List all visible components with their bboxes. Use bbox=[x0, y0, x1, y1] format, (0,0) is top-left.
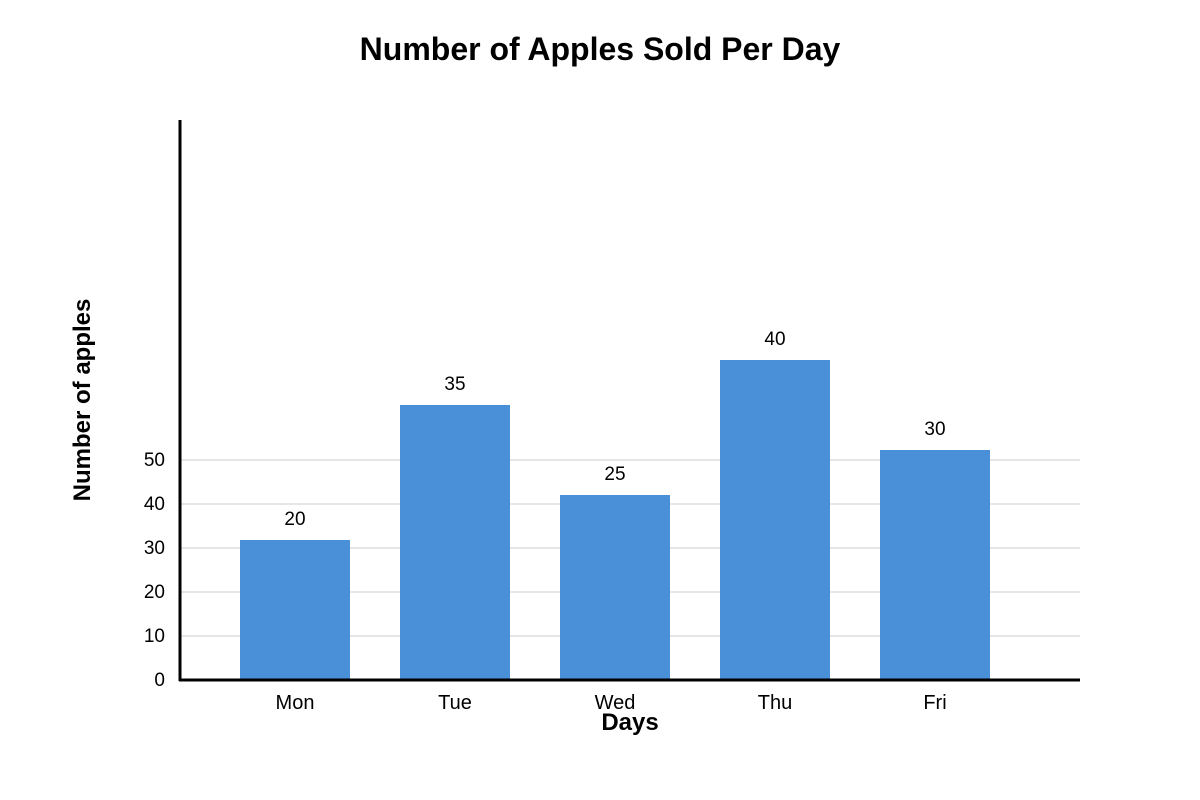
x-category-label: Mon bbox=[276, 692, 315, 714]
bar-value-label: 40 bbox=[764, 329, 785, 350]
bar bbox=[240, 540, 350, 680]
x-category-label: Thu bbox=[758, 692, 792, 714]
y-tick-label: 0 bbox=[154, 670, 165, 691]
x-category-label: Fri bbox=[923, 692, 946, 714]
chart-title: Number of Apples Sold Per Day bbox=[360, 31, 841, 67]
bar-value-label: 30 bbox=[924, 419, 945, 440]
bars bbox=[240, 360, 990, 680]
y-tick-label: 20 bbox=[144, 582, 165, 603]
bar bbox=[720, 360, 830, 680]
y-tick-label: 10 bbox=[144, 626, 165, 647]
x-axis-title: Days bbox=[601, 709, 658, 736]
x-category-label: Wed bbox=[595, 692, 636, 714]
data-labels: 20 35 25 40 30 bbox=[284, 329, 945, 530]
y-axis-ticks: 0 10 20 30 40 50 bbox=[144, 450, 165, 691]
bar bbox=[560, 495, 670, 680]
y-axis-title: Number of apples bbox=[69, 299, 96, 502]
bar bbox=[880, 450, 990, 680]
x-axis-categories: Mon Tue Wed Thu Fri bbox=[276, 692, 947, 714]
x-category-label: Tue bbox=[438, 692, 472, 714]
y-tick-label: 50 bbox=[144, 450, 165, 471]
bar-value-label: 35 bbox=[444, 374, 465, 395]
bar-value-label: 25 bbox=[604, 464, 625, 485]
y-tick-label: 30 bbox=[144, 538, 165, 559]
y-tick-label: 40 bbox=[144, 494, 165, 515]
bar-value-label: 20 bbox=[284, 509, 305, 530]
bar bbox=[400, 405, 510, 680]
